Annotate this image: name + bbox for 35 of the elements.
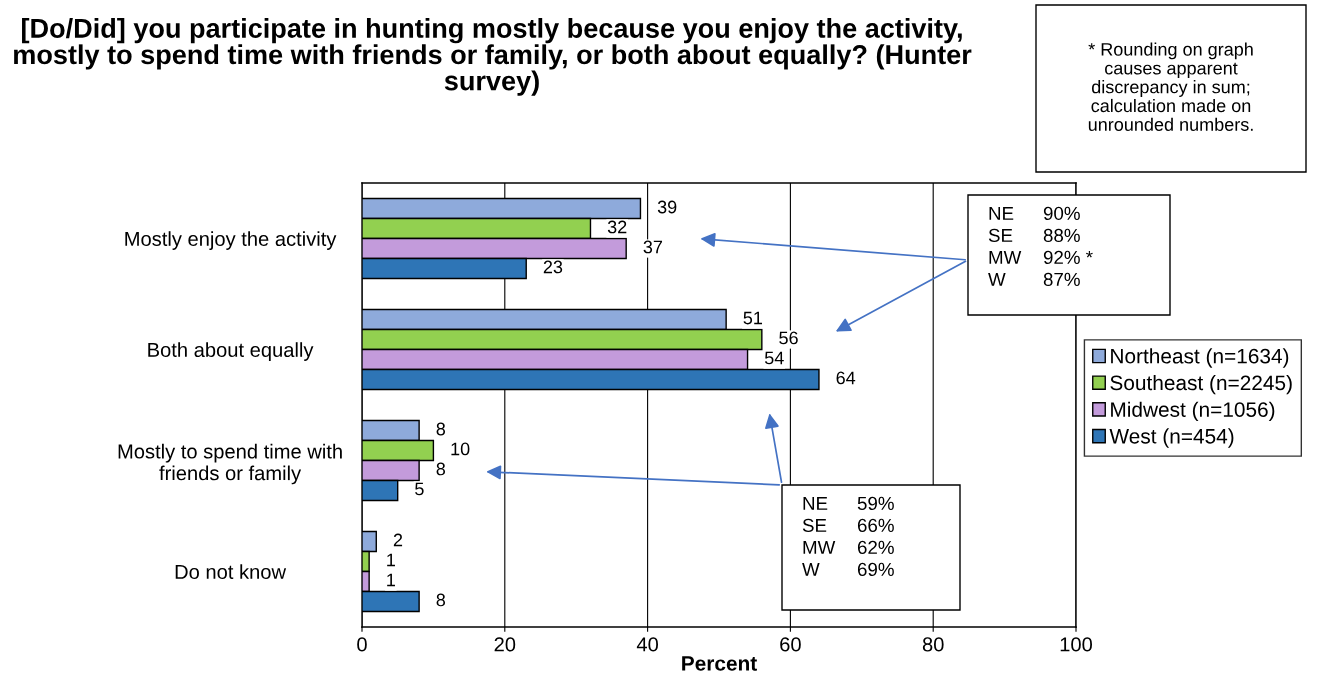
- x-tick-label: 100: [1060, 637, 1093, 652]
- data-label: 32: [607, 220, 627, 234]
- y-tick-label: Mostly to spend time with friends or family: [118, 443, 342, 485]
- data-label: 10: [451, 442, 470, 456]
- x-tick-label: 40: [636, 637, 659, 652]
- data-label: 23: [543, 260, 563, 274]
- data-label: 51: [743, 311, 763, 325]
- data-label: 39: [657, 200, 677, 214]
- data-label: 2: [393, 533, 403, 547]
- data-label: 1: [387, 553, 395, 567]
- text: * Rounding on graph causes apparent discrepancy in sum; calculation made on unrounded numbers.: [1088, 42, 1253, 131]
- data-label: 54: [764, 351, 784, 365]
- data-label: 8: [436, 593, 446, 607]
- legend-label: Midwest (n=1056): [1111, 401, 1275, 422]
- data-label: 1: [387, 573, 395, 587]
- text: NE 59% SE 66% MW 62% W 69%: [802, 496, 894, 577]
- data-label: 8: [436, 422, 446, 436]
- x-tick-label: 60: [780, 637, 801, 652]
- y-tick-label: Do not know: [175, 564, 287, 579]
- text: NE 90% SE 88% MW 92% * W 87%: [988, 206, 1093, 287]
- legend-label: West (n=454): [1109, 428, 1234, 448]
- legend-label: Northeast (n=1634): [1111, 348, 1289, 368]
- data-label: 8: [436, 462, 446, 476]
- legend-label: Southeast (n=2245): [1110, 374, 1292, 395]
- data-label: 56: [779, 331, 798, 345]
- data-label: 37: [643, 240, 663, 254]
- y-tick-label: Mostly enjoy the activity: [125, 231, 337, 250]
- y-tick-label: Both about equally: [148, 342, 314, 361]
- data-label: 5: [415, 482, 424, 496]
- x-tick-label: 0: [357, 637, 367, 652]
- data-label: 64: [836, 371, 856, 385]
- chart-title: [Do/Did] you participate in hunting mostly because you enjoy the activity, mostly to spend time with friends or family, or both about equally? (Hunter survey): [14, 18, 972, 96]
- x-tick-label: 20: [494, 637, 516, 652]
- x-tick-label: 80: [922, 637, 944, 652]
- x-axis-title: Percent: [682, 656, 757, 671]
